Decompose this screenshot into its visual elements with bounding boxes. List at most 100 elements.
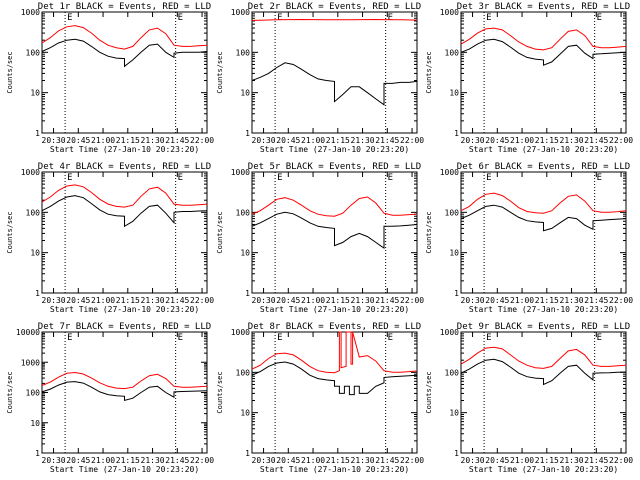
x-tick-label: 22:00: [609, 136, 633, 145]
x-tick-label: 22:00: [190, 296, 214, 305]
y-tick-label: 100: [445, 208, 460, 217]
x-tick-label: 21:30: [351, 136, 375, 145]
y-tick-label: 1000: [21, 8, 40, 17]
y-tick-label: 1000: [231, 328, 250, 337]
x-tick-label: 21:00: [301, 456, 325, 465]
y-tick-label: 10: [449, 409, 459, 418]
y-axis-label: Counts/sec: [425, 211, 433, 253]
x-tick-label: 21:15: [116, 456, 140, 465]
y-axis-label: Counts/sec: [216, 371, 224, 413]
chart-title: Det 1r BLACK = Events, RED = LLD: [38, 2, 211, 12]
y-tick-label: 1: [454, 289, 459, 298]
x-axis-label: Start Time (27-Jan-10 20:23:20): [260, 305, 409, 314]
plot-frame: [460, 11, 627, 134]
x-tick-label: 20:30: [252, 456, 276, 465]
series-line-lld: [251, 196, 418, 217]
x-tick-label: 20:30: [461, 456, 485, 465]
chart-title: Det 8r BLACK = Events, RED = LLD: [248, 322, 421, 332]
series-line-events: [41, 381, 208, 402]
y-tick-label: 100: [26, 389, 41, 398]
y-axis-label: Counts/sec: [425, 51, 433, 93]
eclipse-marker-label: E: [178, 333, 183, 343]
x-tick-label: 20:45: [66, 136, 90, 145]
chart-title: Det 2r BLACK = Events, RED = LLD: [248, 2, 421, 12]
x-tick-label: 20:30: [252, 136, 276, 145]
x-tick-label: 22:00: [400, 456, 424, 465]
y-tick-label: 100: [445, 48, 460, 57]
y-tick-label: 1000: [21, 168, 40, 177]
x-tick-label: 22:00: [190, 456, 214, 465]
x-tick-label: 20:30: [252, 296, 276, 305]
series-line-lld: [460, 192, 627, 214]
chart-title: Det 4r BLACK = Events, RED = LLD: [38, 162, 211, 172]
eclipse-marker-label: E: [597, 173, 602, 183]
eclipse-marker-label: E: [388, 173, 393, 183]
series-line-events: [251, 361, 418, 396]
x-tick-label: 20:30: [461, 296, 485, 305]
x-tick-label: 21:15: [326, 136, 350, 145]
eclipse-marker-label: E: [277, 13, 282, 23]
x-tick-label: 20:30: [461, 136, 485, 145]
chart-panel-9: Det 9r BLACK = Events, RED = LLD 1 10 100 10…: [425, 322, 633, 474]
series-line-lld: [41, 25, 208, 50]
x-tick-label: 20:45: [485, 296, 509, 305]
series-line-events: [251, 211, 418, 250]
y-tick-label: 10: [30, 89, 40, 98]
plot-frame: [460, 331, 627, 454]
chart-panel-4: Det 4r BLACK = Events, RED = LLD 1 10 100 10…: [6, 162, 214, 314]
series-line-events: [460, 38, 627, 66]
y-tick-label: 100: [236, 368, 251, 377]
x-tick-label: 20:45: [276, 296, 300, 305]
chart-panel-5: Det 5r BLACK = Events, RED = LLD 1 10 100 10…: [216, 162, 424, 314]
x-tick-label: 21:45: [165, 456, 189, 465]
x-tick-label: 22:00: [400, 296, 424, 305]
y-tick-label: 10: [240, 249, 250, 258]
chart-title: Det 6r BLACK = Events, RED = LLD: [457, 162, 630, 172]
x-axis-label: Start Time (27-Jan-10 20:23:20): [260, 145, 409, 154]
series-line-events: [460, 204, 627, 232]
x-tick-label: 22:00: [609, 456, 633, 465]
chart-title: Det 7r BLACK = Events, RED = LLD: [38, 322, 211, 332]
x-tick-label: 20:45: [485, 136, 509, 145]
x-axis-label: Start Time (27-Jan-10 20:23:20): [50, 465, 199, 474]
y-tick-label: 10: [30, 249, 40, 258]
x-tick-label: 21:00: [301, 296, 325, 305]
series-line-lld: [460, 27, 627, 51]
x-tick-label: 21:30: [560, 296, 584, 305]
eclipse-marker-label: E: [597, 333, 602, 343]
y-tick-label: 100: [26, 208, 41, 217]
y-tick-label: 10: [240, 409, 250, 418]
x-tick-label: 21:00: [510, 136, 534, 145]
y-tick-label: 1: [245, 449, 250, 458]
y-tick-label: 1: [35, 289, 40, 298]
chart-title: Det 9r BLACK = Events, RED = LLD: [457, 322, 630, 332]
y-axis-label: Counts/sec: [216, 51, 224, 93]
series-line-lld: [251, 331, 418, 374]
x-tick-label: 21:15: [116, 136, 140, 145]
series-line-events: [41, 38, 208, 68]
eclipse-marker-label: E: [67, 173, 72, 183]
y-tick-label: 1: [245, 289, 250, 298]
series-line-events: [251, 62, 418, 106]
y-tick-label: 1000: [231, 168, 250, 177]
y-axis-label: Counts/sec: [6, 51, 14, 93]
eclipse-marker-label: E: [67, 13, 72, 23]
x-tick-label: 22:00: [609, 296, 633, 305]
x-tick-label: 21:15: [535, 296, 559, 305]
x-tick-label: 21:45: [584, 296, 608, 305]
y-axis-label: Counts/sec: [425, 371, 433, 413]
plot-frame: [251, 171, 418, 294]
x-tick-label: 21:00: [301, 136, 325, 145]
eclipse-marker-label: E: [486, 333, 491, 343]
plot-frame: [41, 331, 208, 454]
y-tick-label: 1: [454, 449, 459, 458]
x-tick-label: 21:00: [510, 456, 534, 465]
chart-panel-1: Det 1r BLACK = Events, RED = LLD 1 10 100 10…: [6, 2, 214, 154]
y-tick-label: 1000: [21, 358, 40, 367]
x-tick-label: 20:45: [276, 456, 300, 465]
x-tick-label: 21:45: [165, 296, 189, 305]
y-tick-label: 1: [35, 129, 40, 138]
x-tick-label: 21:30: [560, 136, 584, 145]
eclipse-marker-label: E: [486, 173, 491, 183]
x-tick-label: 20:45: [66, 296, 90, 305]
